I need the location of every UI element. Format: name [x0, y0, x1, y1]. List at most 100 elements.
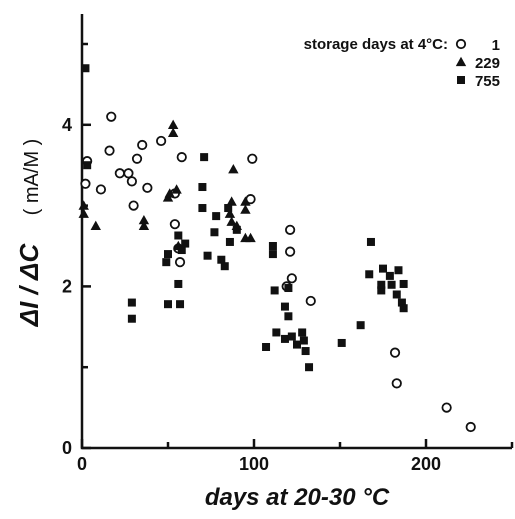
x-tick-label: 200	[411, 454, 441, 474]
square-point	[293, 340, 301, 349]
y-axis: 0 2 4	[62, 42, 91, 458]
square-point	[365, 270, 374, 279]
square-point	[81, 64, 90, 73]
series-1	[80, 111, 476, 433]
square-point	[399, 279, 408, 288]
square-point	[200, 153, 209, 162]
square-point	[284, 312, 293, 321]
x-tick-label: 0	[77, 454, 87, 474]
x-axis: 0 100 200	[77, 439, 514, 474]
legend-label: 229	[475, 55, 500, 72]
square-point	[385, 271, 394, 280]
open-circle-point	[114, 168, 125, 179]
square-point	[127, 314, 136, 323]
triangle-point	[228, 164, 239, 174]
open-circle-point	[305, 295, 316, 307]
open-circle-point	[131, 153, 143, 164]
square-point	[181, 239, 190, 248]
triangle-point	[245, 232, 256, 243]
y-tick-label: 0	[62, 438, 72, 458]
square-point	[232, 225, 241, 234]
triangle-point	[226, 196, 237, 206]
triangle-point	[240, 204, 251, 214]
open-circle-point	[137, 139, 148, 151]
x-tick-label: 100	[239, 454, 269, 474]
y-axis-label: ΔI / ΔC	[14, 242, 44, 327]
triangle-point	[240, 196, 251, 206]
square-point	[392, 290, 401, 299]
x-axis-title: days at 20-30 °C	[205, 484, 390, 511]
square-point	[203, 251, 212, 260]
square-point	[174, 279, 183, 288]
series-229	[78, 119, 256, 251]
triangle-point	[171, 184, 182, 194]
square-point	[262, 343, 271, 351]
open-circle-point	[391, 378, 402, 389]
triangle-point	[90, 220, 101, 230]
square-point	[356, 321, 365, 330]
triangle-point	[226, 216, 237, 226]
open-circle-point	[80, 178, 91, 189]
open-circle-point	[389, 347, 401, 358]
square-point	[299, 336, 308, 345]
y-tick-label: 2	[62, 276, 72, 296]
square-point	[268, 250, 277, 259]
square-point	[377, 280, 386, 289]
square-point	[394, 266, 403, 275]
triangle-point	[224, 208, 236, 218]
square-point	[377, 286, 386, 295]
open-circle-point	[247, 153, 258, 164]
triangle-point	[138, 220, 150, 230]
legend-marker	[457, 76, 465, 84]
square-point	[174, 231, 183, 240]
open-circle-point	[123, 168, 134, 179]
square-point	[83, 161, 92, 170]
plot-area: 0 100 200 0 2 4	[62, 14, 514, 474]
square-point	[210, 228, 219, 237]
square-point	[176, 300, 185, 309]
square-point	[164, 300, 172, 309]
square-point	[301, 347, 310, 356]
square-point	[287, 332, 296, 341]
square-point	[225, 237, 234, 246]
square-point	[387, 280, 396, 289]
triangle-point	[138, 214, 150, 225]
legend-marker	[455, 38, 467, 50]
square-point	[198, 183, 207, 192]
square-point	[212, 212, 221, 221]
open-circle-point	[126, 176, 137, 187]
open-circle-point	[95, 184, 107, 195]
open-circle-point	[128, 200, 139, 211]
y-tick-label: 4	[62, 115, 72, 135]
legend-marker	[455, 56, 467, 67]
square-point	[270, 286, 279, 295]
square-point	[224, 204, 233, 213]
triangle-point	[78, 200, 89, 210]
square-point	[305, 363, 314, 372]
square-point	[399, 304, 408, 313]
square-point	[164, 250, 172, 259]
open-circle-point	[285, 224, 296, 235]
open-circle-point	[169, 219, 180, 230]
legend-title: storage days at 4°C:	[304, 36, 448, 53]
open-circle-point	[285, 246, 296, 257]
square-point	[366, 237, 375, 246]
square-point	[280, 334, 289, 343]
square-point	[198, 204, 207, 213]
triangle-point	[167, 119, 179, 129]
open-circle-point	[176, 152, 187, 163]
open-circle-point	[104, 145, 115, 156]
square-point	[397, 298, 406, 307]
x-axis-label: days at 20-30 °C	[205, 484, 390, 511]
data-points	[78, 64, 476, 433]
square-point	[217, 255, 226, 264]
series-755	[81, 64, 408, 372]
triangle-point	[78, 208, 89, 218]
square-point	[298, 328, 307, 337]
y-axis-title: ΔI / ΔC ( mA/M )	[14, 139, 44, 328]
square-point	[162, 258, 171, 267]
open-circle-point	[465, 421, 476, 433]
triangle-point	[167, 127, 179, 138]
